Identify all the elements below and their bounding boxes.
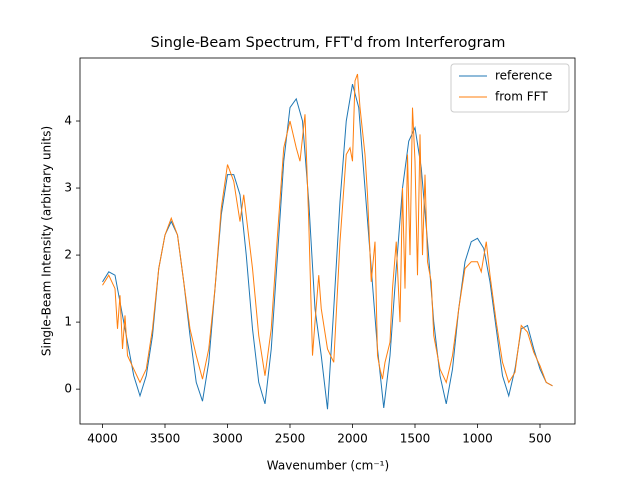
x-tick-label: 3500: [150, 432, 181, 446]
axes-frame: [79, 57, 576, 425]
y-tick-label: 4: [64, 114, 72, 128]
x-axis-label: Wavenumber (cm⁻¹): [267, 459, 389, 473]
chart-title: Single-Beam Spectrum, FFT'd from Interfe…: [151, 35, 506, 51]
x-tick-label: 2000: [337, 432, 368, 446]
legend-label: from FFT: [495, 90, 548, 104]
series-line: [102, 73, 553, 387]
y-tick-label: 3: [64, 181, 72, 195]
x-tick-label: 3000: [212, 432, 243, 446]
y-tick-label: 0: [64, 382, 72, 396]
x-tick-label: 1500: [400, 432, 431, 446]
x-tick-label: 500: [529, 432, 552, 446]
x-tick-label: 4000: [87, 432, 118, 446]
x-tick-label: 1000: [462, 432, 493, 446]
y-axis-label: Single-Beam Intensity (arbitrary units): [40, 126, 54, 356]
y-tick-label: 1: [64, 315, 72, 329]
legend-label: reference: [495, 69, 552, 83]
plot-area: [102, 73, 553, 410]
x-tick-label: 2500: [275, 432, 306, 446]
y-tick-label: 2: [64, 248, 72, 262]
